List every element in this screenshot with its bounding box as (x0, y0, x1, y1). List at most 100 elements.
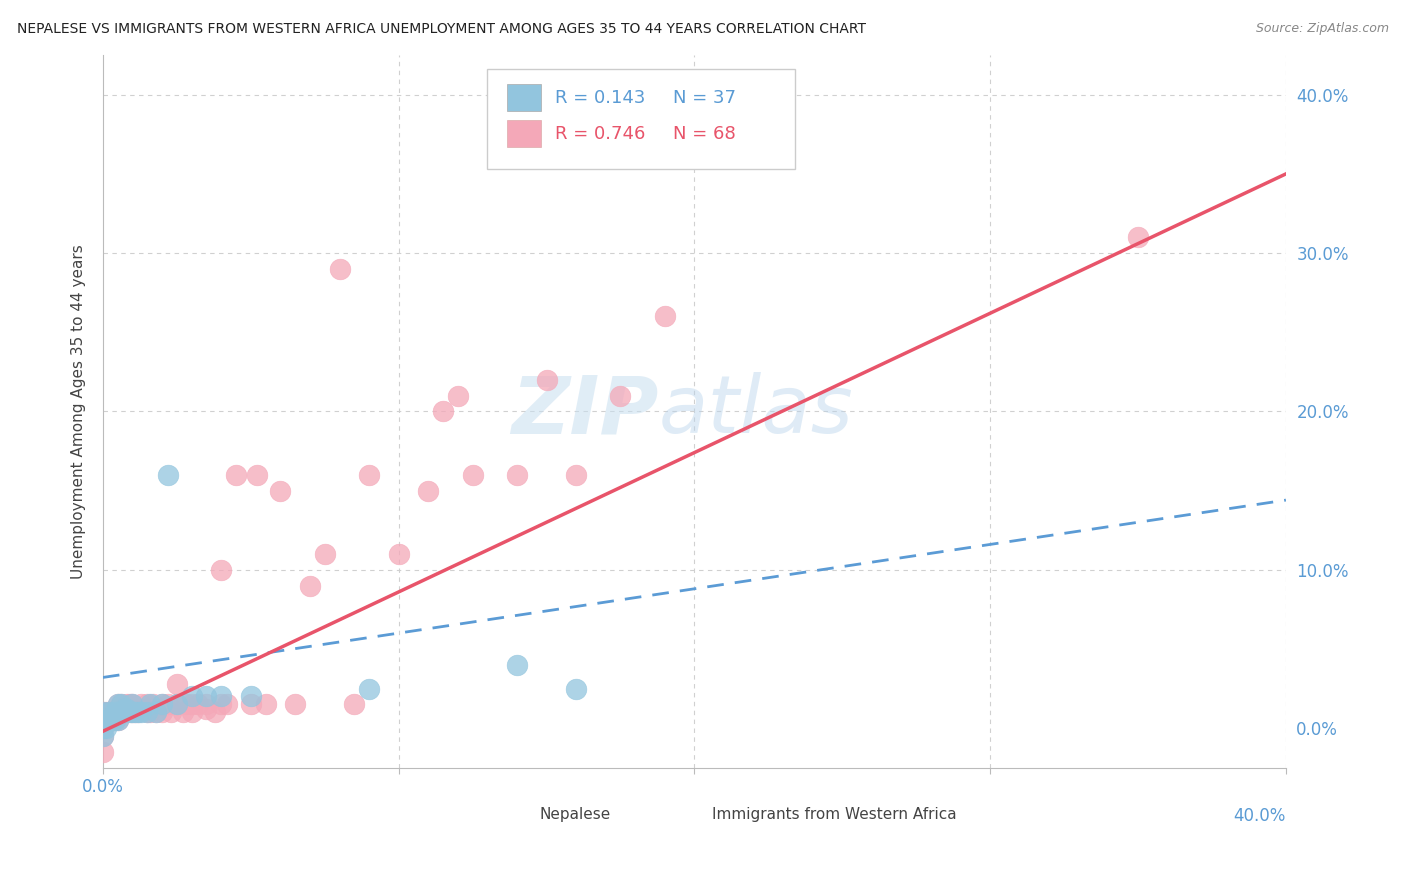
Point (145, 706, 167, 720)
Point (239, 690, 262, 704)
Point (107, 713, 129, 727)
Point (156, 467, 179, 482)
Point (1126, 230, 1149, 244)
FancyBboxPatch shape (508, 85, 541, 112)
Point (136, 698, 159, 712)
Point (91, 713, 114, 727)
Point (110, 706, 132, 720)
Point (314, 547, 336, 561)
Point (225, 467, 247, 482)
FancyBboxPatch shape (488, 70, 794, 169)
Point (121, 706, 143, 720)
Point (145, 706, 167, 720)
FancyBboxPatch shape (676, 801, 704, 829)
Point (112, 706, 135, 720)
Point (239, 698, 262, 712)
Point (97, 706, 120, 720)
Point (156, 698, 179, 712)
Text: Source: ZipAtlas.com: Source: ZipAtlas.com (1256, 22, 1389, 36)
Point (118, 706, 141, 720)
Point (565, 681, 588, 696)
Point (91, 706, 114, 720)
Point (388, 547, 411, 561)
Point (91, 721, 114, 735)
Point (112, 706, 135, 720)
Text: R = 0.143: R = 0.143 (555, 89, 645, 107)
Point (166, 698, 188, 712)
Point (246, 467, 269, 482)
Point (172, 706, 194, 720)
Point (127, 706, 149, 720)
Point (432, 404, 454, 418)
Point (115, 698, 138, 712)
Point (91, 721, 114, 735)
Text: Nepalese: Nepalese (540, 806, 610, 822)
Point (94, 706, 117, 720)
Point (131, 698, 153, 712)
Point (142, 698, 165, 712)
Point (91, 729, 114, 743)
Point (418, 483, 440, 498)
Point (121, 698, 143, 712)
Point (359, 681, 381, 696)
Text: 40.0%: 40.0% (1233, 807, 1286, 825)
Point (91, 729, 114, 743)
Point (104, 706, 127, 720)
Point (124, 706, 146, 720)
Point (110, 706, 132, 720)
Point (150, 706, 173, 720)
Point (110, 698, 132, 712)
Point (166, 677, 188, 691)
Text: Immigrants from Western Africa: Immigrants from Western Africa (713, 806, 956, 822)
Point (209, 690, 232, 704)
Point (174, 698, 197, 712)
Point (166, 698, 188, 712)
Point (97, 706, 120, 720)
Point (195, 702, 218, 716)
Point (204, 706, 226, 720)
Point (91, 713, 114, 727)
Point (160, 706, 183, 720)
Point (150, 698, 173, 712)
FancyBboxPatch shape (505, 801, 533, 829)
Point (94, 721, 117, 735)
Point (118, 698, 141, 712)
Point (107, 698, 129, 712)
Text: atlas: atlas (659, 373, 853, 450)
Text: N = 37: N = 37 (673, 89, 737, 107)
Point (101, 713, 124, 727)
FancyBboxPatch shape (508, 120, 541, 147)
Point (112, 702, 135, 716)
Text: R = 0.746: R = 0.746 (555, 125, 645, 143)
Point (101, 706, 124, 720)
Point (115, 702, 138, 716)
Point (187, 698, 209, 712)
Point (139, 706, 162, 720)
Point (134, 702, 156, 716)
Point (180, 706, 202, 720)
Point (180, 690, 202, 704)
Point (609, 388, 631, 402)
Point (94, 713, 117, 727)
Point (91, 745, 114, 759)
Point (298, 579, 321, 593)
Point (121, 698, 143, 712)
Point (104, 713, 127, 727)
Point (359, 467, 381, 482)
Y-axis label: Unemployment Among Ages 35 to 44 years: Unemployment Among Ages 35 to 44 years (72, 244, 86, 579)
Point (180, 698, 202, 712)
Point (124, 706, 146, 720)
Point (461, 467, 484, 482)
Point (121, 706, 143, 720)
Point (136, 706, 159, 720)
Point (506, 657, 529, 672)
Point (536, 373, 558, 387)
Point (654, 310, 676, 324)
Point (115, 706, 138, 720)
Point (94, 713, 117, 727)
Point (195, 690, 218, 704)
Point (139, 698, 162, 712)
Point (110, 698, 132, 712)
Point (209, 698, 232, 712)
Text: N = 68: N = 68 (673, 125, 735, 143)
